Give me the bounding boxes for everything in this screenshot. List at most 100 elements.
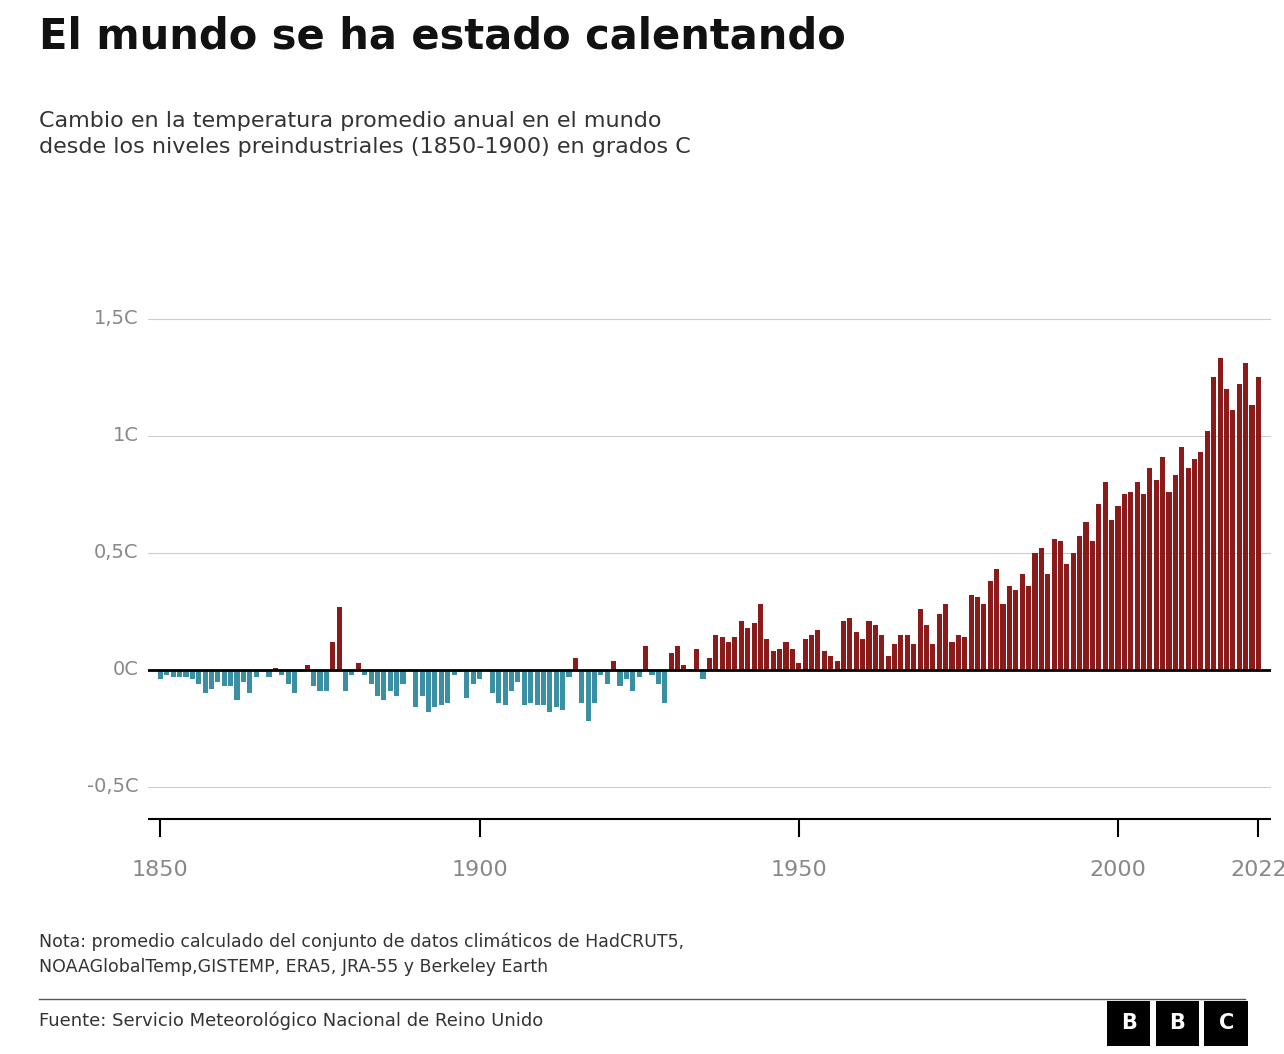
Bar (420, 670, 425, 696)
Bar (707, 658, 711, 670)
Bar (298, 670, 303, 672)
Bar (867, 621, 872, 670)
Bar (682, 665, 687, 670)
Bar (1217, 358, 1222, 670)
Bar (164, 670, 169, 675)
Bar (745, 628, 750, 670)
Bar (1019, 573, 1025, 670)
Bar (579, 670, 584, 703)
Bar (873, 625, 878, 670)
Bar (279, 670, 284, 675)
Bar (248, 670, 253, 694)
Bar (1097, 504, 1102, 670)
Bar (924, 625, 930, 670)
Bar (618, 670, 623, 686)
Bar (285, 670, 290, 684)
Bar (1172, 475, 1177, 670)
Bar (637, 670, 642, 677)
Bar (508, 670, 514, 691)
Bar (471, 670, 476, 684)
Bar (452, 670, 457, 675)
Bar (1185, 468, 1190, 670)
Bar (528, 670, 533, 703)
Bar (291, 670, 297, 694)
Bar (987, 581, 993, 670)
Bar (566, 670, 571, 677)
Bar (502, 670, 507, 705)
Bar (912, 644, 917, 670)
Text: C: C (1219, 1014, 1234, 1033)
Bar (751, 623, 756, 670)
Bar (835, 661, 840, 670)
Bar (369, 670, 374, 684)
Text: 2022: 2022 (1230, 860, 1284, 880)
Bar (261, 670, 265, 672)
Bar (1039, 548, 1044, 670)
Bar (809, 635, 814, 670)
Text: B: B (1170, 1014, 1185, 1033)
Bar (254, 670, 259, 677)
Bar (573, 658, 578, 670)
Bar (1077, 536, 1082, 670)
Bar (968, 594, 973, 670)
Bar (605, 670, 610, 684)
Bar (1122, 494, 1127, 670)
Bar (203, 670, 208, 694)
Bar (955, 635, 960, 670)
Bar (1045, 573, 1050, 670)
Bar (1179, 447, 1184, 670)
Bar (330, 642, 335, 670)
Bar (1159, 456, 1165, 670)
Bar (336, 607, 342, 670)
Bar (764, 640, 769, 670)
Bar (1230, 410, 1235, 670)
Bar (190, 670, 195, 679)
Bar (1148, 468, 1153, 670)
Bar (1224, 389, 1229, 670)
Bar (426, 670, 431, 713)
Bar (394, 670, 399, 696)
Bar (847, 619, 853, 670)
Bar (815, 630, 820, 670)
Text: 0,5C: 0,5C (94, 543, 139, 562)
Bar (1058, 541, 1063, 670)
Bar (1141, 494, 1147, 670)
Text: 1,5C: 1,5C (94, 309, 139, 328)
Bar (534, 670, 539, 705)
Bar (770, 651, 776, 670)
Bar (981, 604, 986, 670)
Text: Fuente: Servicio Meteorológico Nacional de Reino Unido: Fuente: Servicio Meteorológico Nacional … (39, 1012, 543, 1031)
Bar (1236, 384, 1242, 670)
Bar (630, 670, 636, 691)
Bar (962, 637, 967, 670)
Bar (1192, 460, 1197, 670)
Bar (388, 670, 393, 691)
Bar (266, 670, 271, 677)
Bar (1013, 590, 1018, 670)
Bar (822, 651, 827, 670)
Bar (1071, 552, 1076, 670)
Text: Cambio en la temperatura promedio anual en el mundo
desde los niveles preindustr: Cambio en la temperatura promedio anual … (39, 111, 691, 157)
Bar (1052, 539, 1057, 670)
Bar (899, 635, 904, 670)
Bar (375, 670, 380, 696)
Bar (222, 670, 227, 686)
Bar (918, 609, 923, 670)
Bar (796, 663, 801, 670)
Bar (1166, 492, 1171, 670)
Bar (931, 644, 935, 670)
Bar (515, 670, 520, 682)
Bar (1064, 565, 1070, 670)
Bar (783, 642, 788, 670)
Bar (304, 665, 309, 670)
Bar (547, 670, 552, 713)
Bar (1116, 506, 1121, 670)
Bar (272, 667, 277, 670)
Bar (719, 637, 724, 670)
Bar (975, 598, 980, 670)
Bar (936, 613, 941, 670)
Text: 1C: 1C (113, 426, 139, 445)
Bar (738, 621, 743, 670)
Bar (1032, 552, 1037, 670)
Bar (905, 635, 910, 670)
